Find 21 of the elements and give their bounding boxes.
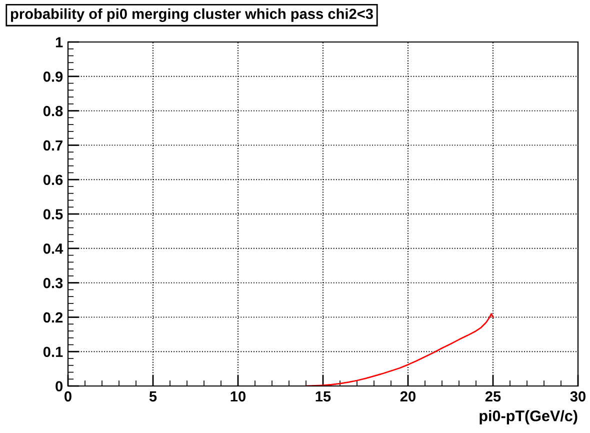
y-tick-label: 0.8 <box>43 106 63 116</box>
y-tick-label: 0 <box>56 381 63 392</box>
y-tick-label: 0.9 <box>43 72 63 82</box>
y-tick-label: 0.1 <box>43 346 63 358</box>
x-axis-title: pi0-pT(GeV/c) <box>480 410 578 424</box>
x-tick-label: 25 <box>485 391 501 402</box>
y-tick-label: 0.5 <box>43 209 63 220</box>
y-tick-label: 0.3 <box>43 278 63 288</box>
x-tick-label: 5 <box>149 391 157 402</box>
x-tick-label: 15 <box>316 391 331 402</box>
x-tick-label: 30 <box>570 391 586 402</box>
y-tick-label: 0.6 <box>43 174 63 186</box>
x-tick-label: 10 <box>230 391 246 402</box>
y-tick-label: 0.4 <box>43 244 64 254</box>
chart-title: probability of pi0 merging cluster which pass chi2<3 <box>10 8 373 22</box>
x-tick-label: 20 <box>400 391 416 402</box>
x-tick-label: 0 <box>64 391 72 402</box>
y-tick-label: 1 <box>56 37 63 48</box>
y-tick-label: 0.7 <box>43 140 62 151</box>
y-tick-label: 0.2 <box>43 312 63 323</box>
line-series <box>305 313 494 386</box>
